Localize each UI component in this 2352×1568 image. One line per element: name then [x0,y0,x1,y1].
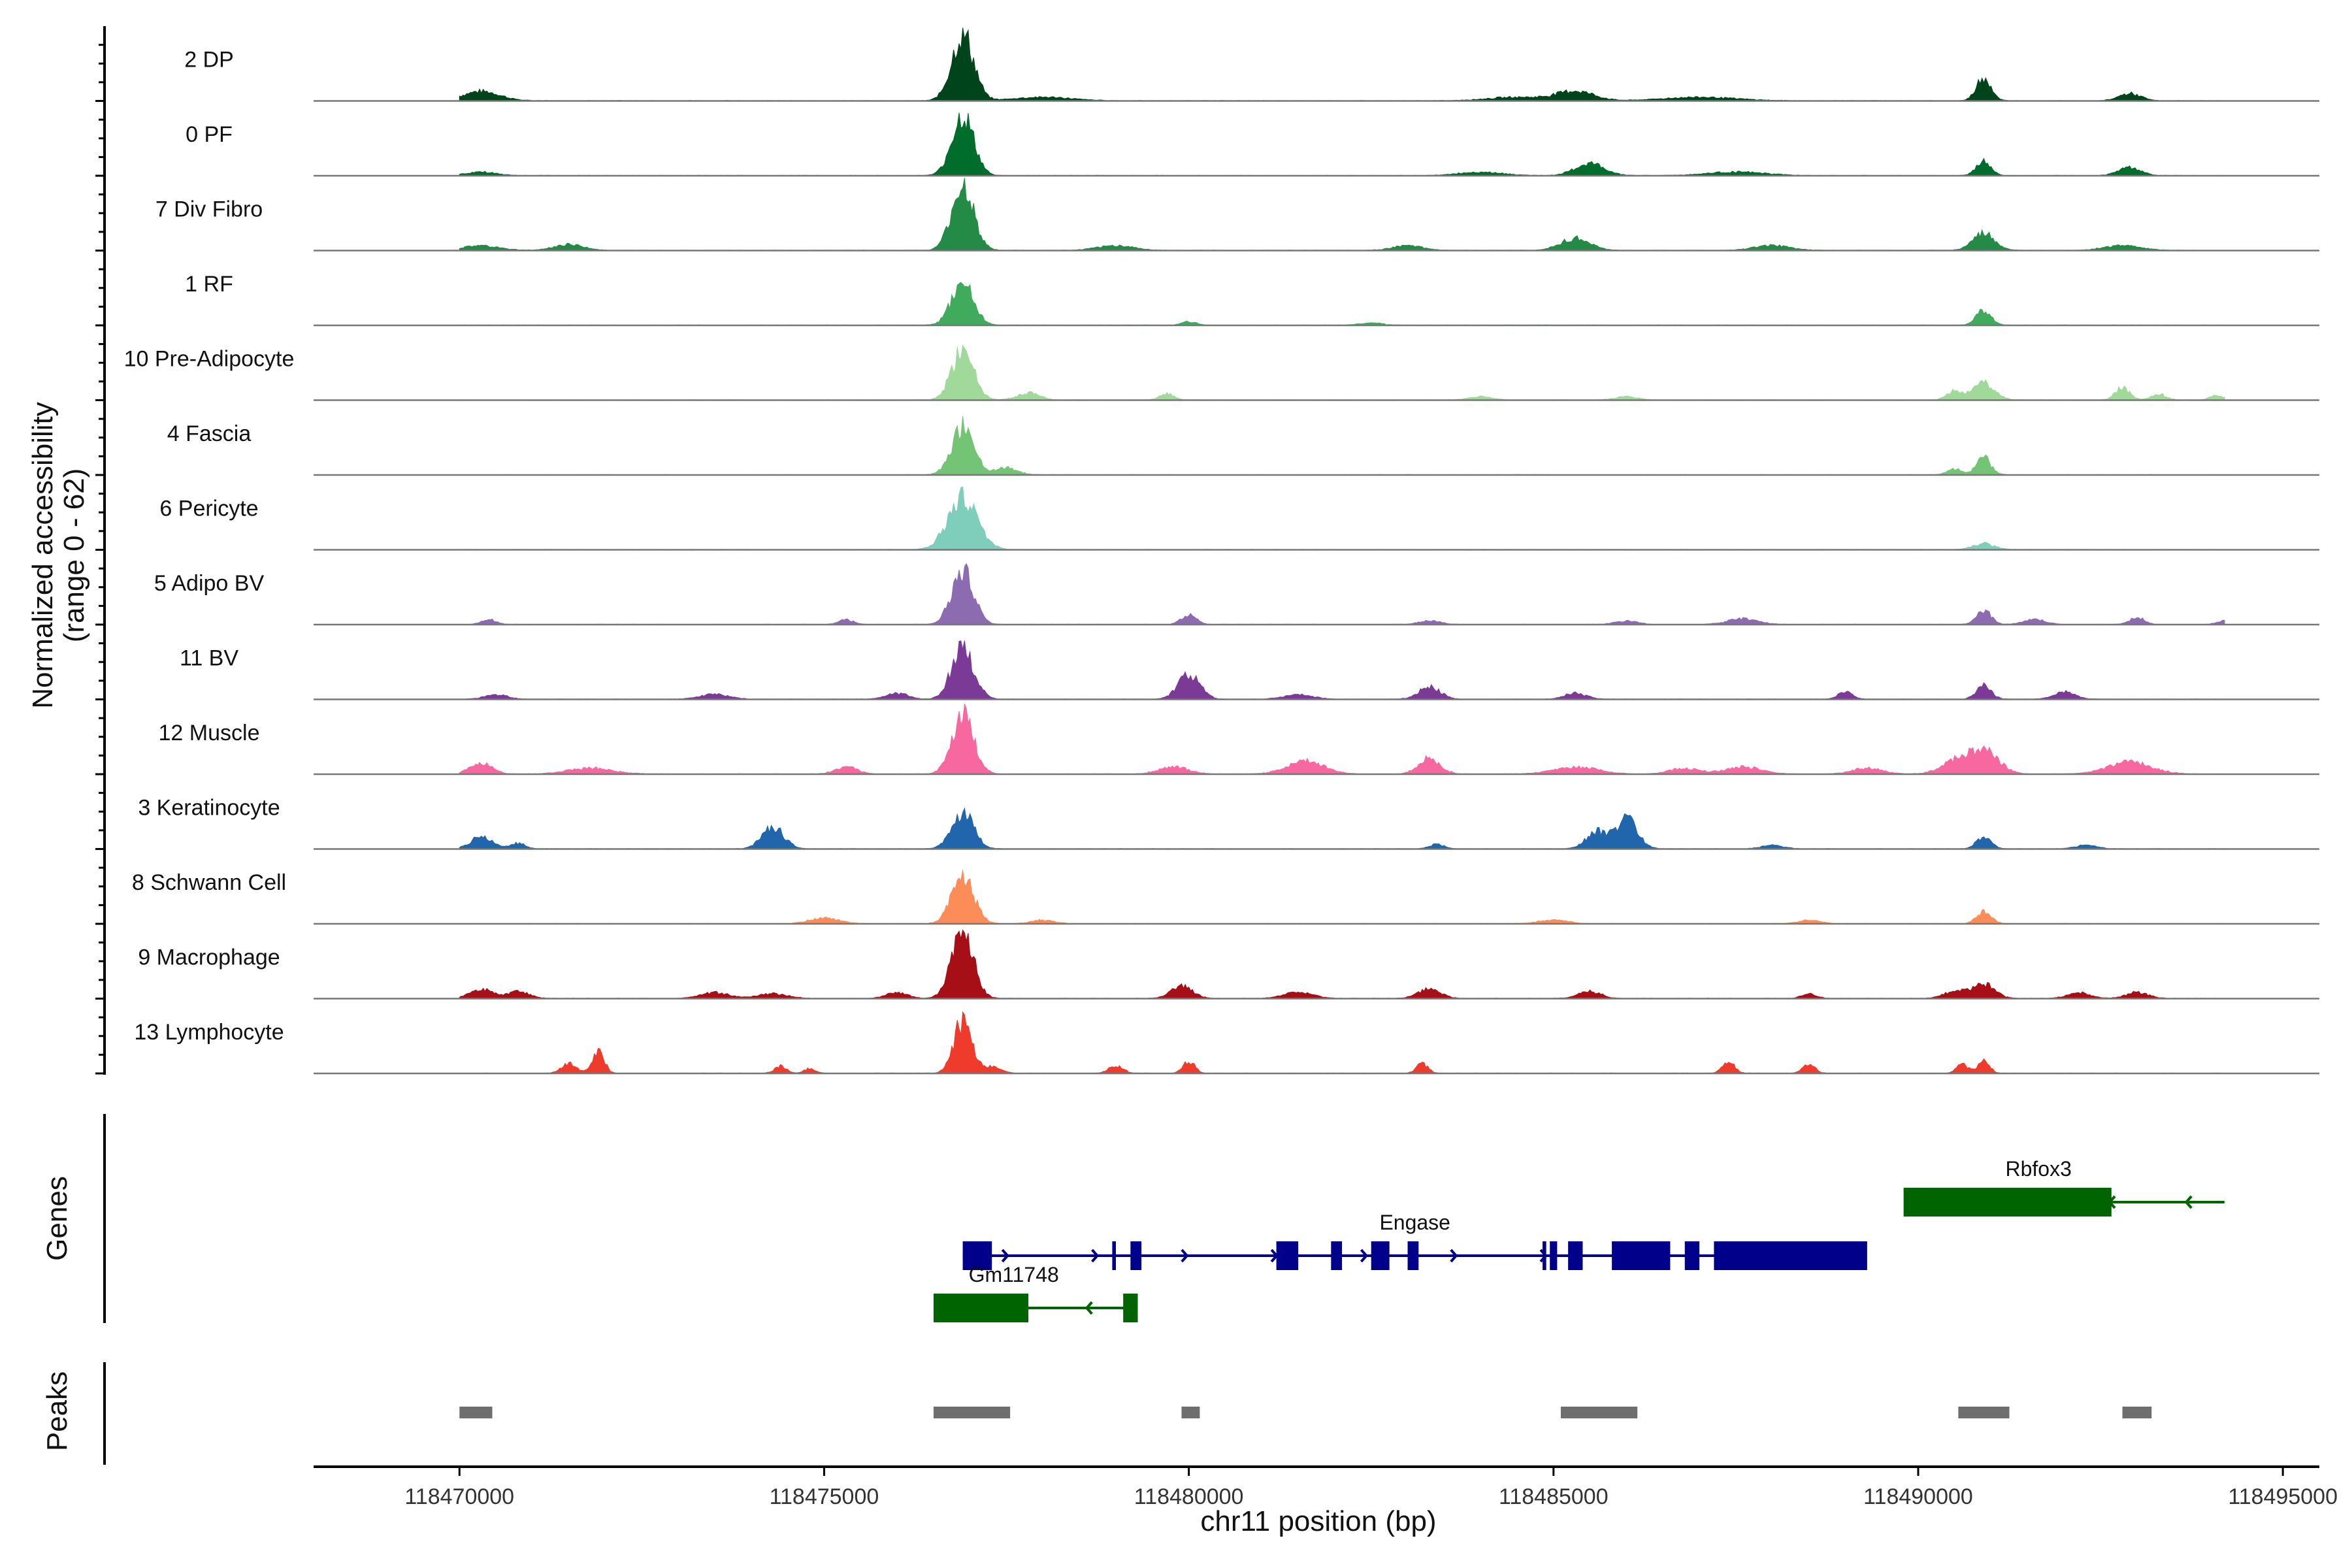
x-tick-label: 118470000 [404,1484,514,1509]
track-6-pericyte: 6 Pericyte [159,486,2319,551]
gene-exon [1112,1241,1116,1270]
gene-label: Engase [1379,1211,1450,1234]
peak-region [2122,1407,2152,1418]
track-10-pre-adipocyte: 10 Pre-Adipocyte [124,344,2319,401]
coverage-area [459,563,2225,625]
strand-arrow [1085,1301,1093,1315]
peak-region [933,1407,1011,1418]
track-3-keratinocyte: 3 Keratinocyte [138,796,2319,850]
strand-arrow [2184,1195,2193,1209]
track-label: 13 Lymphocyte [134,1020,284,1045]
track-label: 11 BV [180,646,238,671]
track-1-rf: 1 RF [185,272,2319,327]
gene-exon [1568,1241,1583,1270]
track-13-lymphocyte: 13 Lymphocyte [134,1011,2319,1075]
gene-exon [1331,1241,1343,1270]
gene-exon [1903,1188,2112,1217]
y-axis-title-line1: Normalized accessibility [27,402,59,708]
peaks-track [459,1407,2152,1418]
coverage-area [459,27,2225,102]
coverage-area [459,704,2225,775]
peak-region [1560,1407,1638,1418]
coverage-area [459,178,2225,252]
gene-exon [1714,1241,1867,1270]
x-tick-label: 118495000 [2228,1484,2338,1509]
gene-exon [962,1241,992,1270]
gene-rbfox3 [1903,1188,2225,1217]
gene-label: Rbfox3 [2006,1157,2072,1181]
track-label: 0 PF [186,122,233,147]
coverage-tracks: 2 DP 0 PF 7 Div Fibro 1 RF 10 Pre-Adipocyte 4… [124,27,2319,1075]
track-label: 2 DP [184,48,234,73]
peak-region [1181,1407,1200,1418]
x-axis-title: chr11 position (bp) [1200,1505,1436,1537]
track-7-div-fibro: 7 Div Fibro [155,178,2319,252]
x-tick-label: 118475000 [770,1484,879,1509]
track-5-adipo-bv: 5 Adipo BV [154,563,2319,626]
track-label: 10 Pre-Adipocyte [124,347,295,372]
coverage-area [459,112,2225,176]
gene-exon [1371,1241,1390,1270]
coverage-area [459,416,2225,476]
coverage-area [459,282,2225,326]
track-label: 8 Schwann Cell [132,870,286,895]
gene-engase [962,1241,1867,1270]
track-9-macrophage: 9 Macrophage [138,929,2319,1000]
coverage-y-axis [95,26,106,1075]
coverage-area [459,929,2225,1000]
track-label: 4 Fascia [167,421,252,446]
gene-exon [1407,1241,1419,1270]
gene-exon [1543,1241,1546,1270]
track-label: 7 Div Fibro [155,197,263,222]
gene-exon [1123,1294,1138,1322]
coverage-area [459,640,2225,700]
strand-arrow [1001,1249,1009,1263]
track-11-bv: 11 BV [180,640,2319,700]
strand-arrow [1360,1249,1369,1263]
gene-exon [1130,1241,1142,1270]
track-label: 1 RF [185,272,233,297]
track-8-schwann-cell: 8 Schwann Cell [132,870,2319,925]
coverage-area [459,486,2225,551]
gene-exon [933,1294,1029,1322]
track-label: 9 Macrophage [138,945,280,970]
gene-exon [1612,1241,1671,1270]
gene-exon [1276,1241,1299,1270]
strand-arrow [1181,1249,1189,1263]
gene-gm11748 [933,1294,1138,1322]
gene-exon [1550,1241,1558,1270]
coverage-area [459,1011,2225,1074]
x-axis: 118470000 118475000 118480000 118485000 1184… [314,1465,2338,1509]
peaks-panel-label: Peaks [41,1371,73,1451]
track-label: 5 Adipo BV [154,571,265,596]
track-4-fascia: 4 Fascia [167,416,2319,476]
y-axis-title-line2: (range 0 - 62) [58,468,90,643]
track-label: 12 Muscle [159,721,260,745]
track-label: 3 Keratinocyte [138,796,280,821]
gene-annotations: Engase Gm11748 Rbfox3 [933,1157,2225,1322]
track-label: 6 Pericyte [159,497,258,521]
strand-arrow [1450,1249,1458,1263]
coverage-area [459,344,2225,401]
coverage-area [459,807,2225,850]
x-tick-label: 118480000 [1134,1484,1244,1509]
peak-region [1958,1407,2010,1418]
track-0-pf: 0 PF [186,112,2319,177]
gene-label: Gm11748 [969,1263,1059,1286]
x-tick-label: 118485000 [1499,1484,1609,1509]
gene-exon [1684,1241,1700,1270]
strand-arrow [1091,1249,1100,1263]
coverage-area [459,870,2225,924]
genes-panel-label: Genes [41,1176,73,1261]
track-12-muscle: 12 Muscle [159,704,2319,776]
x-tick-label: 118490000 [1863,1484,1973,1509]
track-2-dp: 2 DP [184,27,2319,102]
peak-region [459,1407,493,1418]
